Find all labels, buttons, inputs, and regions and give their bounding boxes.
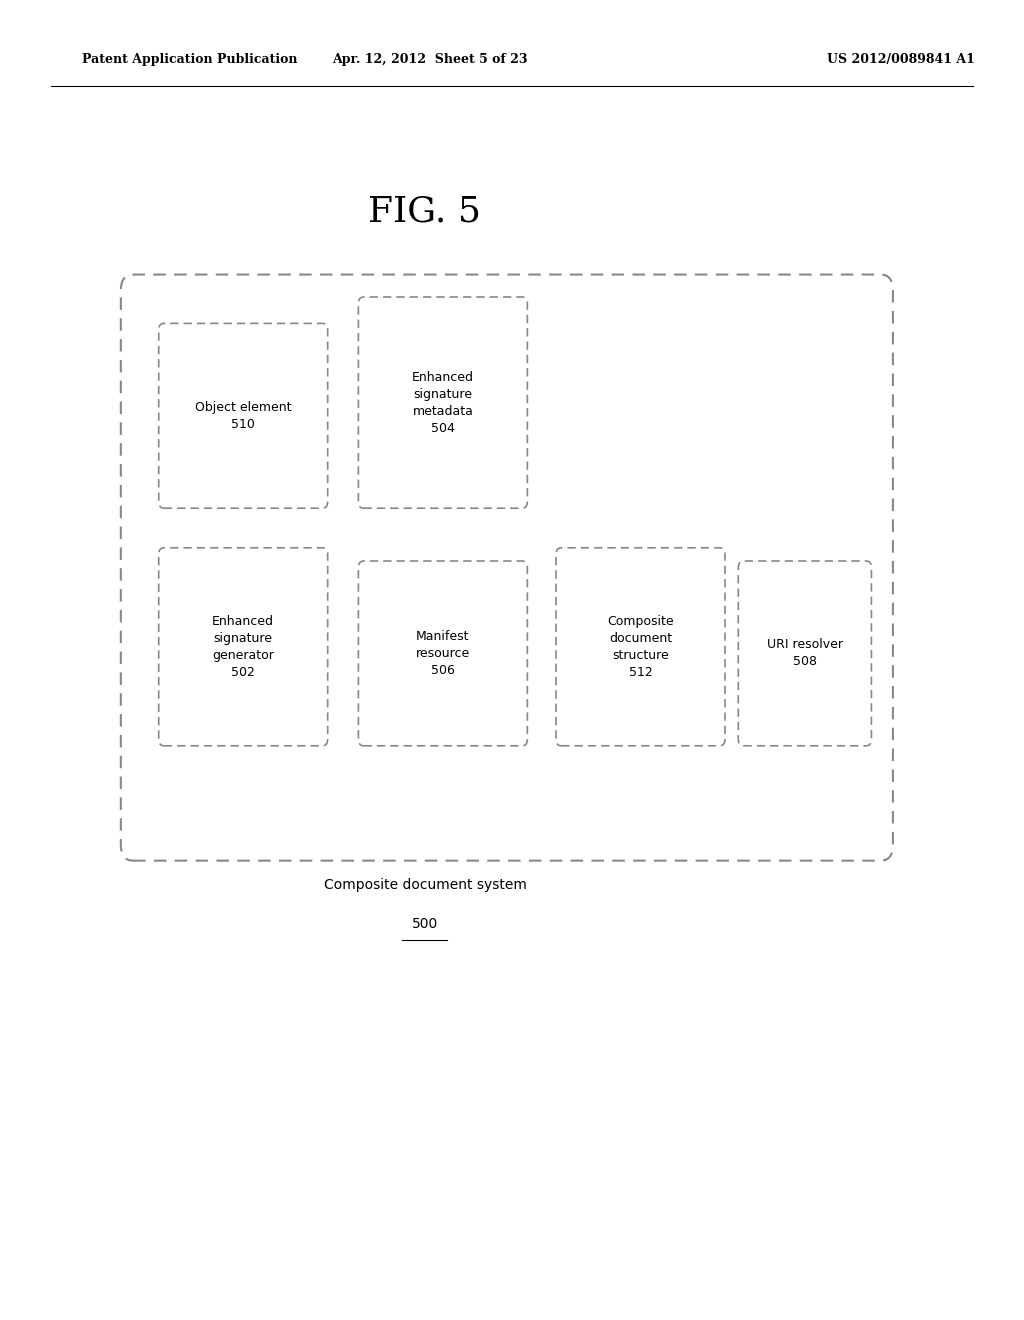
Text: URI resolver
508: URI resolver 508 [767, 639, 843, 668]
Text: Enhanced
signature
generator
502: Enhanced signature generator 502 [212, 615, 274, 678]
Text: Apr. 12, 2012  Sheet 5 of 23: Apr. 12, 2012 Sheet 5 of 23 [333, 53, 527, 66]
Text: Manifest
resource
506: Manifest resource 506 [416, 630, 470, 677]
Text: Composite document system: Composite document system [324, 878, 526, 892]
Text: 500: 500 [412, 917, 438, 932]
Text: Patent Application Publication: Patent Application Publication [82, 53, 297, 66]
Text: Object element
510: Object element 510 [195, 401, 292, 430]
Text: Composite
document
structure
512: Composite document structure 512 [607, 615, 674, 678]
Text: Enhanced
signature
metadata
504: Enhanced signature metadata 504 [412, 371, 474, 434]
Text: FIG. 5: FIG. 5 [369, 194, 481, 228]
Text: US 2012/0089841 A1: US 2012/0089841 A1 [827, 53, 975, 66]
